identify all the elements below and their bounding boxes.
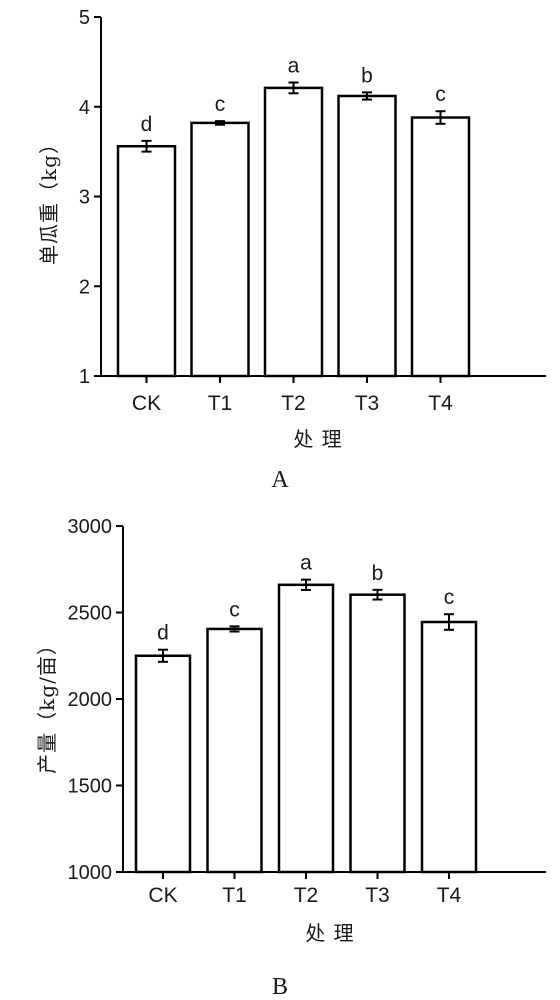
y-axis-title: 产量（kg/亩） — [35, 634, 59, 774]
y-tick-label: 4 — [79, 97, 90, 119]
x-tick-label: T3 — [355, 392, 380, 415]
significance-label: b — [361, 64, 373, 87]
bar — [279, 585, 333, 872]
x-tick-label: T2 — [281, 392, 306, 415]
bar — [351, 595, 405, 872]
significance-label: b — [372, 562, 384, 585]
x-axis-title: 处 理 — [305, 921, 354, 945]
y-tick-label: 2 — [79, 276, 90, 298]
x-tick-label: T3 — [365, 884, 390, 907]
x-tick-label: T1 — [208, 392, 233, 415]
panel-label: B — [272, 974, 288, 1000]
x-tick-label: T4 — [428, 392, 453, 415]
significance-label: c — [229, 598, 240, 621]
bar — [208, 629, 262, 872]
x-tick-label: CK — [148, 884, 177, 907]
significance-label: c — [444, 586, 455, 609]
panel-label: A — [271, 467, 289, 493]
y-tick-label: 2500 — [68, 603, 113, 625]
bar — [118, 146, 175, 376]
x-axis-title: 处 理 — [293, 427, 342, 451]
y-axis-title: 单瓜重（kg） — [37, 133, 61, 265]
y-tick-label: 1500 — [68, 776, 113, 798]
significance-label: c — [215, 93, 226, 116]
y-tick-label: 3 — [79, 187, 90, 209]
bar — [192, 123, 249, 376]
significance-label: d — [157, 622, 169, 645]
y-tick-label: 5 — [79, 7, 90, 29]
significance-label: c — [435, 83, 446, 106]
y-tick-label: 2000 — [68, 689, 113, 711]
significance-label: a — [300, 552, 312, 575]
bar — [136, 656, 190, 872]
bar — [422, 622, 476, 872]
bar — [265, 88, 322, 376]
y-tick-label: 3000 — [68, 516, 113, 538]
significance-label: d — [141, 113, 153, 136]
chart-panel-a: 1 2 3 4 5 d CK c T1 a T2 b T3 c T4 处 理 单瓜重（kg） A — [37, 7, 546, 493]
x-tick-label: T4 — [437, 884, 462, 907]
x-tick-label: T2 — [294, 884, 319, 907]
bar — [412, 118, 469, 376]
bar — [339, 96, 396, 376]
y-tick-label: 1000 — [68, 862, 113, 884]
x-tick-label: CK — [132, 392, 161, 415]
significance-label: a — [288, 55, 300, 78]
y-tick-label: 1 — [79, 366, 90, 388]
chart-panel-b: 1000 1500 2000 2500 3000 d CK c T1 a T2 b T3 c T4 处 理 产量… — [35, 516, 546, 1000]
x-tick-label: T1 — [222, 884, 247, 907]
